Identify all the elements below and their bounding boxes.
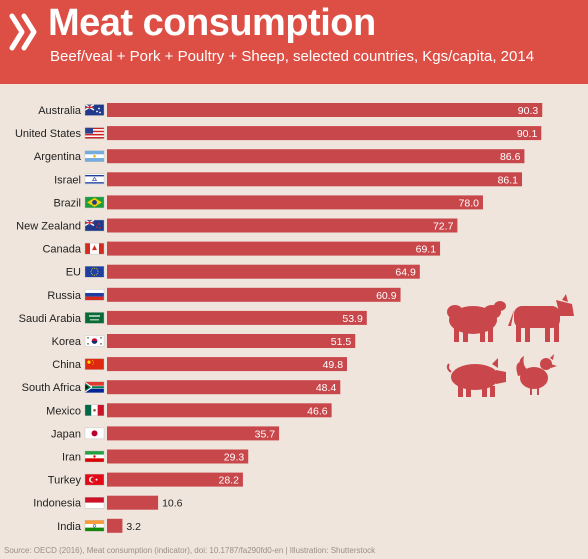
category-label: Turkey <box>48 475 82 487</box>
category-label: Korea <box>52 336 82 348</box>
korea-flag-icon <box>84 335 105 347</box>
bar <box>107 426 280 441</box>
india-flag-icon <box>84 520 105 532</box>
value-label: 90.3 <box>518 105 539 117</box>
category-label: Brazil <box>53 197 81 209</box>
category-label: Indonesia <box>33 498 82 510</box>
category-label: EU <box>66 267 81 279</box>
value-label: 3.2 <box>126 521 141 533</box>
header-banner: Meat consumption Beef/veal + Pork + Poul… <box>0 0 588 84</box>
category-label: India <box>57 521 82 533</box>
bar <box>107 472 243 487</box>
value-label: 53.9 <box>342 313 363 325</box>
page-title: Meat consumption <box>48 2 376 44</box>
mexico-flag-icon <box>84 404 105 416</box>
bar <box>107 403 332 418</box>
bar-chart: Australia 90.3 United States 90.1 Argentina 8… <box>15 103 543 533</box>
south-africa-flag-icon <box>84 381 105 393</box>
indonesia-flag-icon <box>84 497 105 509</box>
eu-flag-icon <box>84 266 105 278</box>
value-label: 64.9 <box>395 267 416 279</box>
value-label: 46.6 <box>307 405 328 417</box>
cow-icon <box>508 294 574 342</box>
bar <box>107 149 525 164</box>
australia-flag-icon <box>84 103 105 116</box>
category-label: Japan <box>51 428 81 440</box>
value-label: 72.7 <box>433 221 454 233</box>
bar <box>107 380 341 395</box>
bar <box>107 518 123 533</box>
bar <box>107 195 483 210</box>
bar <box>107 241 441 256</box>
category-label: Argentina <box>34 151 82 163</box>
value-label: 48.4 <box>316 382 337 394</box>
japan-flag-icon <box>84 427 105 440</box>
canada-flag-icon <box>84 242 105 255</box>
oecd-logo-icon <box>9 13 37 51</box>
pig-icon <box>446 358 506 397</box>
argentina-flag-icon <box>84 150 105 162</box>
bar <box>107 103 543 117</box>
value-label: 35.7 <box>255 428 276 440</box>
source-note: Source: OECD (2016), Meat consumption (i… <box>4 546 376 555</box>
bar <box>107 495 159 510</box>
category-label: Mexico <box>46 405 81 417</box>
value-label: 90.1 <box>517 128 538 140</box>
bar <box>107 334 356 348</box>
category-label: Russia <box>47 290 82 302</box>
category-label: Iran <box>62 452 81 464</box>
value-label: 60.9 <box>376 290 397 302</box>
bar <box>107 264 420 279</box>
bar <box>107 310 367 325</box>
sheep-icon <box>447 301 506 342</box>
value-label: 29.3 <box>224 452 245 464</box>
category-label: Canada <box>42 244 81 256</box>
bar <box>107 172 523 187</box>
israel-flag-icon <box>84 173 105 186</box>
value-label: 49.8 <box>323 359 344 371</box>
bar <box>107 287 401 302</box>
value-label: 69.1 <box>416 244 437 256</box>
bar <box>107 126 542 141</box>
category-label: China <box>52 359 82 371</box>
value-label: 28.2 <box>218 475 239 487</box>
brazil-flag-icon <box>84 196 105 209</box>
bar <box>107 449 249 464</box>
category-label: Australia <box>38 105 82 117</box>
value-label: 10.6 <box>162 498 183 510</box>
value-label: 86.6 <box>500 151 521 163</box>
new-zealand-flag-icon <box>84 219 105 232</box>
value-label: 51.5 <box>331 336 352 348</box>
russia-flag-icon <box>84 289 105 301</box>
category-label: New Zealand <box>16 221 81 233</box>
category-label: United States <box>15 128 82 140</box>
category-label: Israel <box>54 174 81 186</box>
china-flag-icon <box>84 358 105 370</box>
turkey-flag-icon <box>84 473 105 486</box>
chicken-icon <box>516 354 557 395</box>
saudi-arabia-flag-icon <box>84 312 105 324</box>
bar <box>107 357 348 372</box>
value-label: 78.0 <box>459 197 480 209</box>
page-subtitle: Beef/veal + Pork + Poultry + Sheep, sele… <box>50 48 535 65</box>
value-label: 86.1 <box>498 174 519 186</box>
category-label: Saudi Arabia <box>19 313 82 325</box>
category-label: South Africa <box>22 382 82 394</box>
iran-flag-icon <box>84 450 105 463</box>
bar <box>107 218 458 233</box>
united-states-flag-icon <box>84 127 105 139</box>
